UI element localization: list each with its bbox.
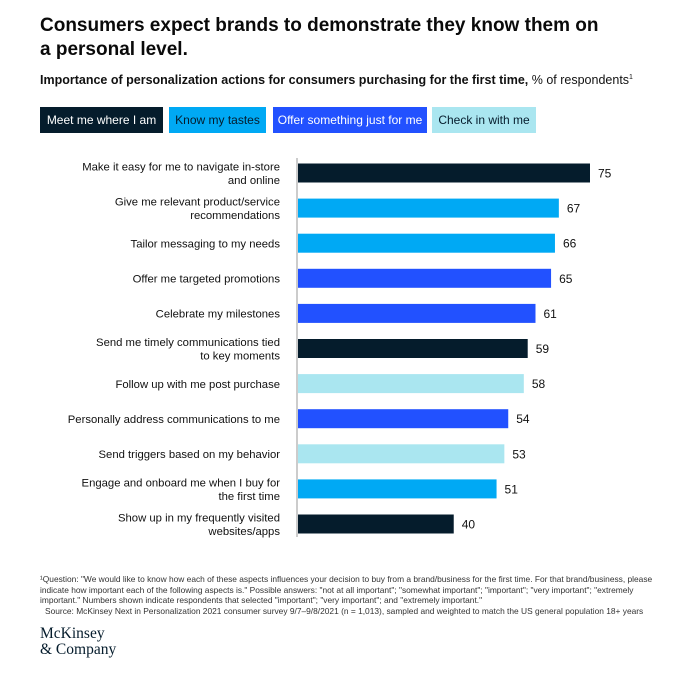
bar xyxy=(298,409,509,429)
bar xyxy=(298,444,505,464)
category-label: Tailor messaging to my needs xyxy=(131,239,281,251)
category-label: Send triggers based on my behavior xyxy=(99,449,281,461)
bar-value-label: 59 xyxy=(536,342,550,356)
legend-item-check-in-with-me: Check in with me xyxy=(432,107,536,133)
chart-title: Consumers expect brands to demonstrate t… xyxy=(40,15,599,60)
bar xyxy=(298,339,528,358)
bar-value-label: 40 xyxy=(462,518,476,532)
bar-value-label: 75 xyxy=(598,167,612,181)
category-label: Offer me targeted promotions xyxy=(133,274,281,286)
category-label: Give me relevant product/service recommen… xyxy=(115,197,280,223)
category-label: Make it easy for me to navigate in-store… xyxy=(82,162,280,188)
category-label: Show up in my frequently visited websites… xyxy=(118,513,280,539)
bar xyxy=(298,514,454,534)
footnote-question: ¹Question: "We would like to know how ea… xyxy=(40,574,653,605)
bar-value-label: 58 xyxy=(532,377,546,391)
bar xyxy=(298,198,559,218)
bar-value-label: 61 xyxy=(543,307,557,321)
bar-value-label: 65 xyxy=(559,272,573,286)
bar-value-label: 54 xyxy=(516,412,530,426)
bar-value-label: 66 xyxy=(563,237,577,251)
logo-line-1: McKinsey xyxy=(40,625,105,642)
legend-item-offer-something-just-for-me: Offer something just for me xyxy=(273,107,427,133)
bar xyxy=(298,233,555,253)
bar-value-label: 51 xyxy=(505,482,519,496)
bar xyxy=(298,479,497,499)
logo-line-2: & Company xyxy=(40,641,117,658)
category-label: Personally address communications to me xyxy=(68,414,280,426)
bar xyxy=(298,303,536,323)
category-label: Engage and onboard me when I buy for the … xyxy=(82,477,281,503)
subtitle-footnote-marker: 1 xyxy=(629,74,633,81)
category-label: Follow up with me post purchase xyxy=(115,379,280,391)
bar xyxy=(298,163,590,183)
bar xyxy=(298,374,524,394)
bar xyxy=(298,268,552,288)
chart-subtitle: Importance of personalization actions fo… xyxy=(40,70,680,88)
bar-chart: 75 Make it easy for me to navigate in-sto… xyxy=(68,158,612,539)
category-label: Celebrate my milestones xyxy=(156,309,281,321)
category-label: Send me timely communications tied to key… xyxy=(96,337,280,363)
footnote: ¹Question: "We would like to know how ea… xyxy=(40,574,660,616)
mckinsey-logo: McKinsey & Company xyxy=(40,626,116,658)
bar-value-label: 67 xyxy=(567,202,581,216)
subtitle-unit: % of respondents xyxy=(528,73,630,88)
legend-item-meet-me-where-i-am: Meet me where I am xyxy=(40,107,163,133)
footnote-source: Source: McKinsey Next in Personalization… xyxy=(45,605,644,616)
subtitle-bold: Importance of personalization actions fo… xyxy=(40,73,529,88)
legend-item-know-my-tastes: Know my tastes xyxy=(169,107,266,133)
bar-value-label: 53 xyxy=(512,447,526,461)
